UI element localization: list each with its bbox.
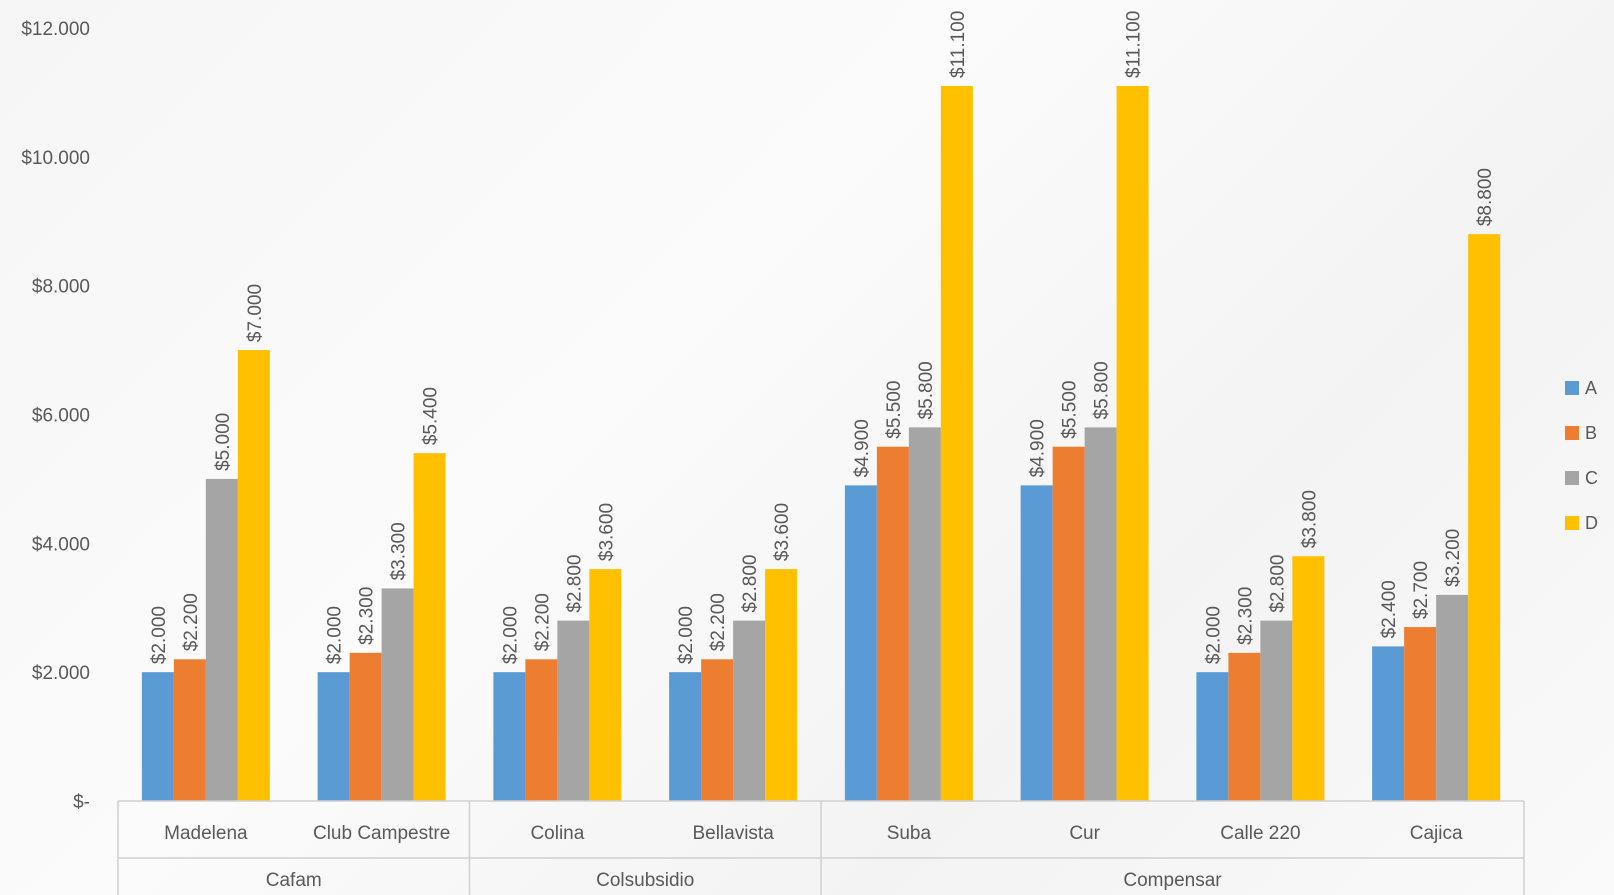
- data-label: $11.100: [948, 11, 969, 78]
- data-label: $2.300: [357, 587, 378, 645]
- bar-d: [589, 569, 622, 801]
- bar-c: [908, 427, 941, 801]
- bar-d: [1468, 234, 1501, 802]
- y-tick-label: $2.000: [32, 663, 90, 684]
- bar-d: [940, 85, 973, 802]
- bar-c: [381, 588, 414, 801]
- legend: A B C D: [1565, 378, 1598, 533]
- bar-a: [844, 485, 877, 801]
- data-label: $2.800: [1267, 555, 1288, 613]
- bars: $2.000 $2.000 $2.000 $2.000 $4.900 $4.900 $2.0…: [141, 11, 1501, 802]
- category-label: Suba: [887, 823, 932, 844]
- bar-c: [733, 620, 766, 801]
- group-label: Cafam: [266, 870, 322, 891]
- bar-b: [173, 659, 206, 801]
- group-label: Compensar: [1123, 870, 1222, 891]
- data-label: $2.000: [149, 606, 170, 664]
- bar-b: [349, 652, 382, 801]
- bar-c: [205, 478, 238, 801]
- data-label: $7.000: [245, 284, 266, 342]
- category-label: Cajica: [1410, 823, 1463, 844]
- bar-d: [413, 453, 446, 801]
- group-label: Colsubsidio: [596, 870, 694, 891]
- bar-c: [1260, 620, 1293, 801]
- bar-b: [876, 446, 909, 801]
- data-label: $5.500: [1060, 381, 1081, 439]
- data-label: $2.300: [1235, 587, 1256, 645]
- legend-label: A: [1585, 378, 1597, 398]
- data-label: $5.000: [213, 413, 234, 471]
- bar-a: [1196, 672, 1229, 801]
- bar-d: [1116, 85, 1149, 802]
- legend-swatch-b: [1565, 426, 1579, 440]
- data-label: $3.200: [1443, 529, 1464, 587]
- bar-d: [237, 350, 270, 801]
- data-label: $3.800: [1299, 490, 1320, 548]
- x-axis: Madelena Club Campestre Colina Bellavista Su…: [117, 800, 1525, 895]
- bar-d: [1292, 556, 1325, 801]
- data-label: $2.200: [532, 593, 553, 651]
- category-label: Colina: [530, 823, 584, 844]
- data-label: $4.900: [1028, 419, 1049, 477]
- bar-b: [1052, 446, 1085, 801]
- data-label: $2.400: [1379, 580, 1400, 638]
- legend-swatch-c: [1565, 471, 1579, 485]
- data-label: $5.500: [884, 381, 905, 439]
- category-label: Club Campestre: [313, 823, 450, 844]
- bar-c: [1084, 427, 1117, 801]
- bar-a: [493, 672, 526, 801]
- category-label: Calle 220: [1220, 823, 1300, 844]
- legend-swatch-a: [1565, 381, 1579, 395]
- data-label: $8.800: [1475, 168, 1496, 226]
- bar-a: [669, 672, 702, 801]
- y-tick-label: $10.000: [21, 148, 90, 169]
- category-label: Madelena: [164, 823, 248, 844]
- y-axis: $- $2.000 $4.000 $6.000 $8.000 $10.000 $12.000: [21, 19, 90, 813]
- data-label: $2.000: [500, 606, 521, 664]
- bar-b: [1404, 627, 1437, 801]
- legend-swatch-d: [1565, 516, 1579, 530]
- data-label: $2.200: [181, 593, 202, 651]
- data-label: $4.900: [852, 419, 873, 477]
- data-label: $2.000: [676, 606, 697, 664]
- bar-b: [1228, 652, 1261, 801]
- legend-label: D: [1585, 513, 1598, 533]
- data-label: $11.100: [1124, 11, 1145, 78]
- y-tick-label: $6.000: [32, 406, 90, 427]
- data-label: $3.600: [772, 503, 793, 561]
- data-label: $5.400: [421, 387, 442, 445]
- data-label: $2.000: [1203, 606, 1224, 664]
- bar-d: [765, 569, 798, 801]
- data-label: $5.800: [916, 361, 937, 419]
- bar-a: [1372, 646, 1405, 801]
- bar-b: [525, 659, 558, 801]
- y-tick-label: $4.000: [32, 534, 90, 555]
- y-tick-label: $8.000: [32, 277, 90, 298]
- data-label: $3.300: [389, 522, 410, 580]
- legend-label: B: [1585, 423, 1597, 443]
- data-label: $2.800: [564, 555, 585, 613]
- bar-c: [1436, 594, 1469, 801]
- y-tick-label: $-: [73, 792, 90, 813]
- bar-a: [1020, 485, 1053, 801]
- data-label: $5.800: [1092, 361, 1113, 419]
- data-label: $2.200: [708, 593, 729, 651]
- bar-a: [317, 672, 350, 801]
- category-label: Bellavista: [692, 823, 774, 844]
- bar-c: [557, 620, 590, 801]
- bar-a: [141, 672, 174, 801]
- category-label: Cur: [1069, 823, 1100, 844]
- bar-b: [701, 659, 734, 801]
- legend-label: C: [1585, 468, 1598, 488]
- data-label: $3.600: [596, 503, 617, 561]
- data-label: $2.800: [740, 555, 761, 613]
- data-label: $2.000: [325, 606, 346, 664]
- y-tick-label: $12.000: [21, 19, 90, 40]
- data-label: $2.700: [1411, 561, 1432, 619]
